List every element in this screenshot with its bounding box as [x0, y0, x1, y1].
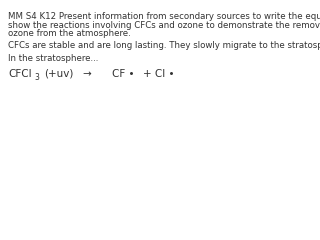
Text: show the reactions involving CFCs and ozone to demonstrate the removal of: show the reactions involving CFCs and oz… — [8, 20, 320, 30]
Text: CFCs are stable and are long lasting. They slowly migrate to the stratosphere.: CFCs are stable and are long lasting. Th… — [8, 42, 320, 50]
Text: In the stratosphere...: In the stratosphere... — [8, 54, 98, 63]
Text: MM S4 K12 Present information from secondary sources to write the equations to: MM S4 K12 Present information from secon… — [8, 12, 320, 21]
Text: (+uv): (+uv) — [44, 69, 73, 79]
Text: 3: 3 — [34, 73, 39, 82]
Text: + Cl •: + Cl • — [143, 69, 174, 79]
Text: ozone from the atmosphere.: ozone from the atmosphere. — [8, 29, 131, 38]
Text: CFCl: CFCl — [8, 69, 32, 79]
Text: →: → — [82, 69, 91, 79]
Text: CF •: CF • — [112, 69, 134, 79]
